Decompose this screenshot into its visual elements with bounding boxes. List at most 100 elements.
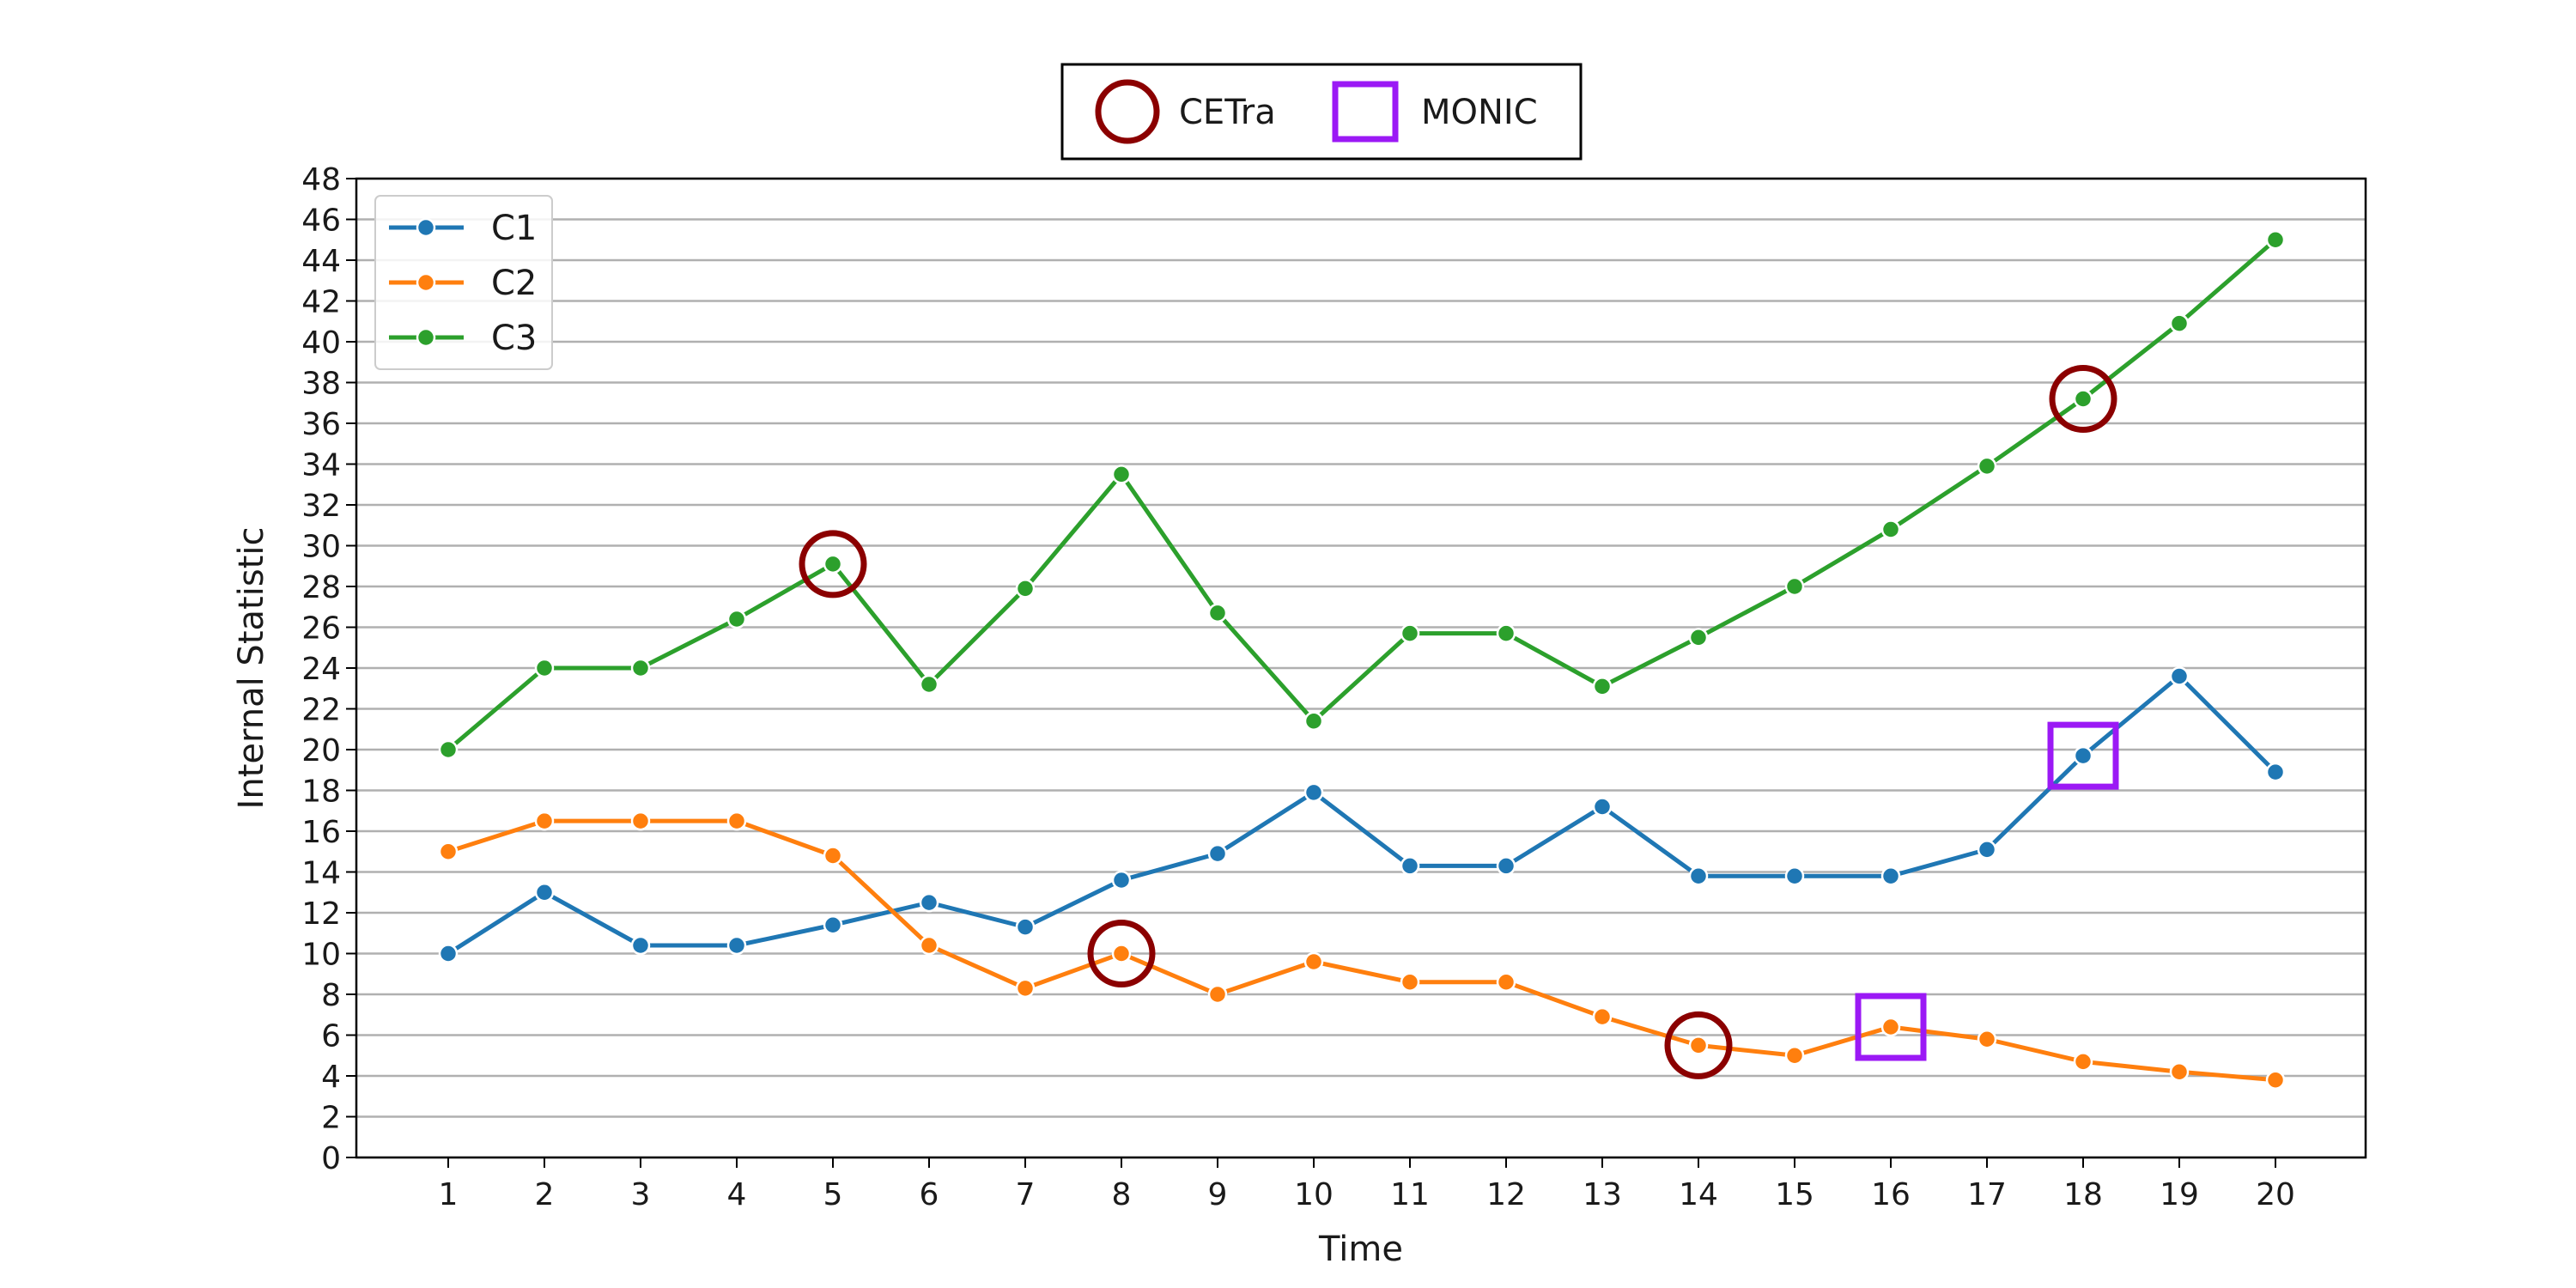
x-tick-label: 5 — [823, 1177, 843, 1212]
y-tick-label: 0 — [321, 1141, 341, 1176]
y-axis-label: Internal Statistic — [232, 527, 271, 810]
series-layer — [438, 230, 2286, 1090]
event-markers — [799, 365, 2119, 1079]
legend-label: C1 — [491, 209, 537, 248]
cetra-legend-marker — [1095, 79, 1160, 144]
data-point — [2169, 313, 2190, 333]
legend-label: C3 — [491, 319, 537, 358]
data-point — [630, 658, 651, 678]
data-point — [2265, 230, 2286, 250]
data-point — [1303, 711, 1324, 731]
monic-event-marker — [1855, 993, 1927, 1061]
data-point — [823, 554, 843, 574]
x-tick-label: 7 — [1016, 1177, 1036, 1212]
grid-lines — [356, 177, 2366, 1159]
y-tick-label: 48 — [301, 162, 341, 197]
x-tick-label: 2 — [535, 1177, 555, 1212]
x-tick-label: 4 — [727, 1177, 747, 1212]
y-tick-label: 40 — [301, 325, 341, 361]
legend-swatch-marker — [416, 272, 436, 293]
y-tick-label: 16 — [301, 815, 341, 850]
data-point — [1015, 579, 1036, 598]
x-tick-label: 8 — [1112, 1177, 1132, 1212]
data-point — [630, 811, 651, 831]
data-point — [919, 892, 939, 913]
data-point — [1496, 972, 1516, 992]
data-point — [1303, 782, 1324, 803]
series-c2 — [438, 811, 2286, 1090]
x-tick-label: 9 — [1208, 1177, 1228, 1212]
x-tick-label: 16 — [1871, 1177, 1911, 1212]
series-line — [447, 818, 2276, 1083]
y-tick-label: 44 — [301, 244, 341, 279]
data-point — [2073, 1052, 2093, 1072]
data-point — [919, 674, 939, 695]
data-point — [1400, 856, 1420, 876]
data-point — [1784, 866, 1805, 886]
data-point — [1400, 623, 1420, 643]
cetra-event-marker — [799, 530, 867, 598]
plot-frame — [355, 177, 2367, 1159]
data-point — [1688, 1036, 1709, 1055]
x-tick-label: 12 — [1486, 1177, 1526, 1212]
y-tick-label: 6 — [321, 1019, 341, 1054]
x-axis-label: Time — [1318, 1230, 1403, 1269]
data-point — [1400, 972, 1420, 992]
cetra-event-marker — [1087, 920, 1156, 987]
data-point — [919, 935, 939, 956]
cetra-event-marker — [2049, 365, 2117, 433]
y-tick-label: 2 — [321, 1101, 341, 1136]
data-point — [823, 915, 843, 935]
data-point — [630, 935, 651, 956]
series-line — [447, 674, 2277, 956]
data-point — [1688, 628, 1709, 647]
x-tick-label: 1 — [439, 1177, 459, 1212]
data-point — [726, 935, 747, 956]
data-point — [726, 811, 747, 831]
legend-label: C2 — [491, 264, 537, 303]
data-point — [438, 841, 459, 861]
data-point — [1880, 1017, 1901, 1037]
data-point — [534, 811, 555, 831]
y-tick-label: 46 — [301, 204, 341, 239]
y-tick-label: 14 — [301, 856, 341, 891]
x-tick-label: 10 — [1294, 1177, 1334, 1212]
x-tick-label: 11 — [1390, 1177, 1430, 1212]
data-point — [1207, 984, 1228, 1005]
y-tick-label: 8 — [321, 978, 341, 1013]
data-point — [1207, 603, 1228, 623]
y-tick-label: 10 — [301, 938, 341, 973]
legend-swatch-marker — [416, 217, 436, 238]
data-point — [1880, 866, 1901, 886]
y-tick-label: 28 — [301, 570, 341, 605]
data-point — [1592, 677, 1613, 696]
x-tick-label: 17 — [1967, 1177, 2007, 1212]
data-point — [2073, 389, 2093, 409]
legend-swatch-marker — [416, 327, 436, 348]
data-point — [438, 944, 459, 963]
data-point — [1784, 1046, 1805, 1066]
data-point — [1977, 1030, 1997, 1049]
series-c3 — [438, 230, 2286, 760]
y-axis: 0246810121416182022242628303234363840424… — [301, 162, 356, 1176]
y-tick-label: 22 — [301, 693, 341, 728]
y-tick-label: 24 — [301, 652, 341, 687]
y-tick-label: 34 — [301, 448, 341, 483]
x-tick-label: 19 — [2160, 1177, 2199, 1212]
monic-legend-label: MONIC — [1421, 93, 1538, 132]
series-c1 — [438, 666, 2286, 963]
x-tick-label: 18 — [2063, 1177, 2103, 1212]
event-legend-box — [1060, 63, 1583, 161]
data-point — [1111, 870, 1132, 890]
data-point — [438, 739, 459, 760]
x-tick-label: 20 — [2256, 1177, 2295, 1212]
series-line — [447, 238, 2277, 751]
y-tick-label: 38 — [301, 367, 341, 402]
y-tick-label: 32 — [301, 489, 341, 524]
data-point — [1303, 951, 1324, 972]
y-tick-label: 12 — [301, 896, 341, 932]
data-point — [1496, 856, 1516, 876]
x-tick-label: 13 — [1583, 1177, 1622, 1212]
data-point — [534, 883, 555, 902]
